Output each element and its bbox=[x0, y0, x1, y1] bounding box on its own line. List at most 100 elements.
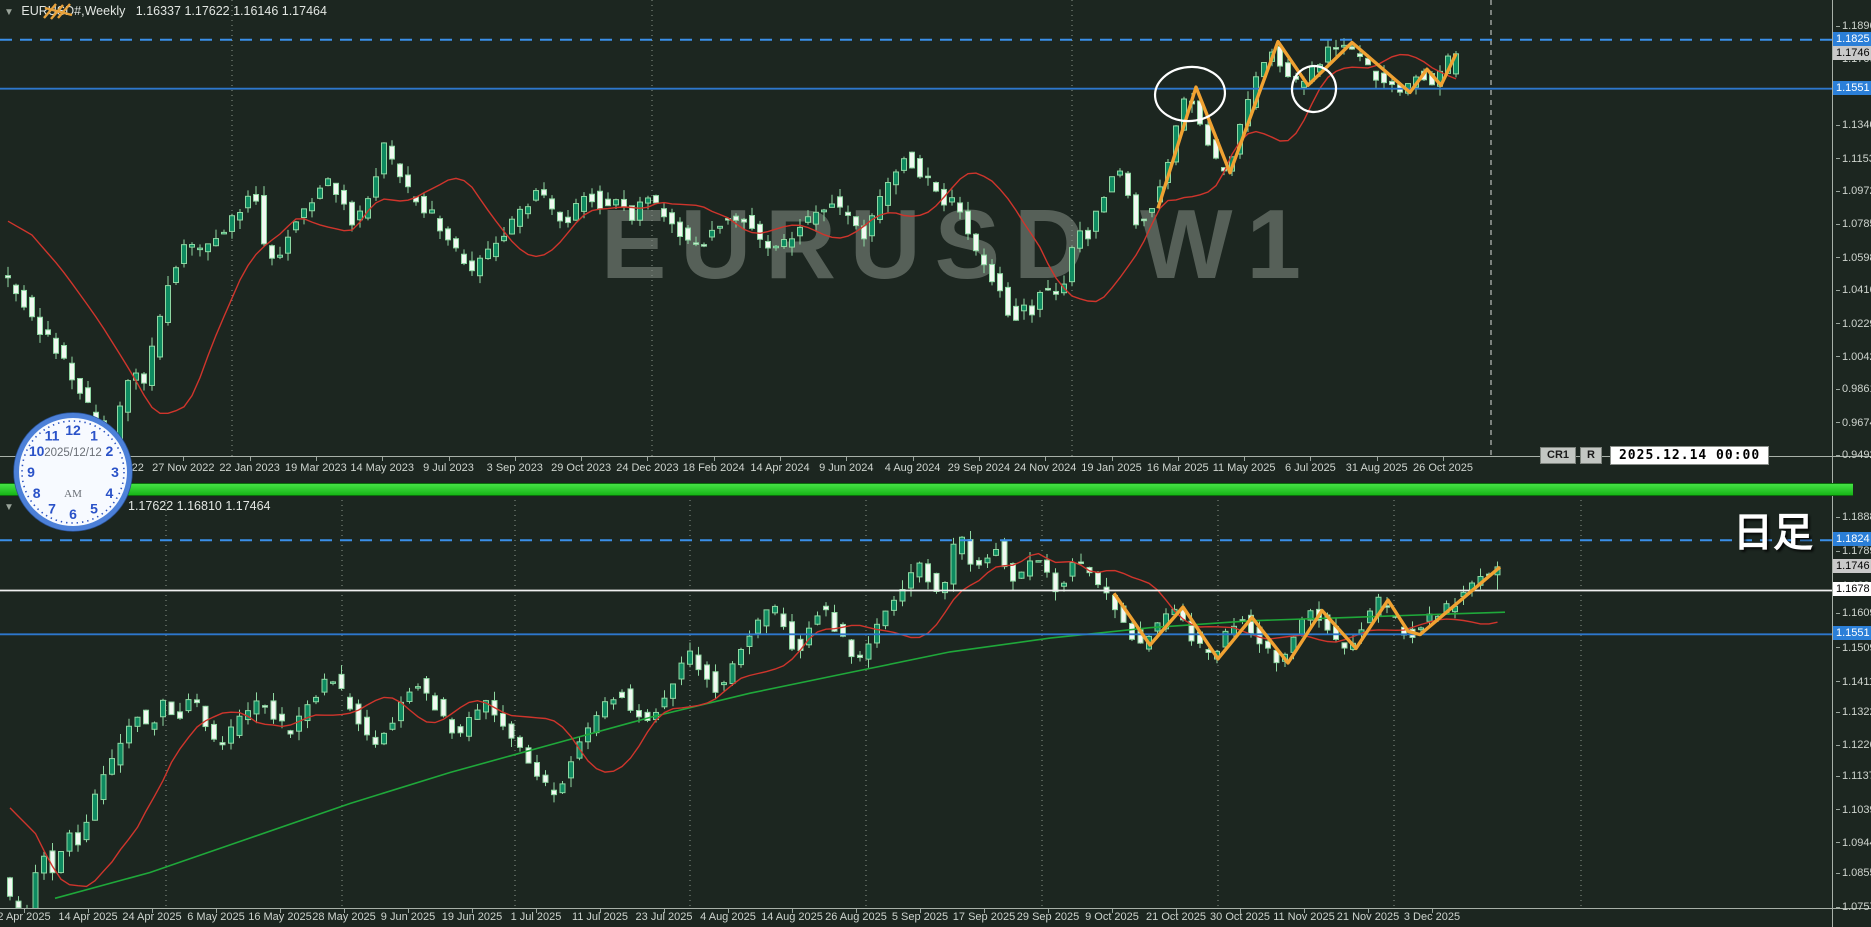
price-tick-label: 1.1888 bbox=[1836, 511, 1871, 523]
daily-kanji-label: 日足 bbox=[1733, 511, 1813, 555]
price-tick-label: 1.0416 bbox=[1836, 284, 1871, 296]
price-tick-label: 1.0757 bbox=[1836, 901, 1871, 913]
date-tick-mark bbox=[664, 909, 665, 913]
chart-dropdown-caret[interactable]: ▼ bbox=[4, 502, 14, 513]
clock-numeral: 1 bbox=[90, 428, 98, 444]
date-tick-label: 16 May 2025 bbox=[248, 911, 312, 923]
clock-numeral: 4 bbox=[105, 485, 113, 501]
date-tick-mark bbox=[514, 457, 516, 461]
date-tick-mark bbox=[984, 909, 985, 913]
date-tick-label: 26 Aug 2025 bbox=[825, 911, 887, 923]
price-tick-label: 1.0972 bbox=[1836, 185, 1871, 197]
date-tick-label: 14 Apr 2024 bbox=[750, 462, 810, 474]
date-tick-mark bbox=[920, 909, 921, 913]
date-tick-mark bbox=[408, 909, 409, 913]
price-tick-label: 1.0855 bbox=[1836, 867, 1871, 879]
date-tick-mark bbox=[846, 457, 848, 461]
date-tick-mark bbox=[1048, 909, 1049, 913]
date-tick-label: 18 Feb 2024 bbox=[682, 462, 745, 474]
date-tick-label: 11 Jul 2025 bbox=[571, 911, 629, 923]
clock-numeral: 2 bbox=[105, 443, 113, 459]
price-level-chip-blue: 1.1825 bbox=[1833, 31, 1871, 46]
date-tick-label: 14 Apr 2025 bbox=[58, 911, 118, 923]
date-tick-mark bbox=[1111, 457, 1113, 461]
crosshair-readout: CR1 R 2025.12.14 00:00 bbox=[1540, 446, 1770, 465]
date-tick-mark bbox=[24, 909, 25, 913]
daily-chart-title: ▼ bbox=[4, 499, 18, 513]
date-tick-mark bbox=[978, 457, 980, 461]
date-tick-label: 17 Sep 2025 bbox=[952, 911, 1016, 923]
price-tick-label: 1.1509 bbox=[1836, 642, 1871, 654]
date-tick-mark bbox=[1244, 457, 1246, 461]
weekly-ohlc-values: 1.16337 1.17622 1.16146 1.17464 bbox=[135, 4, 327, 18]
date-tick-label: 31 Aug 2025 bbox=[1345, 462, 1408, 474]
date-tick-mark bbox=[1432, 909, 1433, 913]
date-tick-mark bbox=[88, 909, 89, 913]
date-tick-mark bbox=[1368, 909, 1369, 913]
price-level-chip-gray: 1.1746 bbox=[1833, 45, 1871, 60]
date-tick-mark bbox=[1112, 909, 1113, 913]
date-tick-mark bbox=[713, 457, 715, 461]
symbol-hatch-icon bbox=[43, 3, 73, 20]
clock-numeral: 12 bbox=[65, 422, 81, 438]
date-tick-mark bbox=[472, 909, 473, 913]
date-tick-mark bbox=[216, 909, 217, 913]
date-tick-label: 22 Jan 2023 bbox=[219, 462, 280, 474]
date-tick-label: 26 Oct 2025 bbox=[1413, 462, 1473, 474]
red-ma-line bbox=[9, 552, 1498, 888]
price-level-chip-blue: 1.1824 bbox=[1833, 532, 1871, 547]
price-level-chip-white: 1.1678 bbox=[1833, 582, 1871, 597]
zigzag-indicator-line bbox=[1112, 565, 1502, 665]
date-tick-label: 19 Mar 2023 bbox=[285, 462, 347, 474]
date-tick-mark bbox=[183, 457, 185, 461]
freehand-circle-annotation[interactable] bbox=[1290, 64, 1339, 114]
price-tick-label: 1.1039 bbox=[1836, 804, 1871, 816]
date-tick-label: 9 Jun 2024 bbox=[819, 462, 874, 474]
date-tick-mark bbox=[382, 457, 384, 461]
date-tick-label: 9 Jun 2025 bbox=[380, 911, 436, 923]
date-tick-label: 1 Jul 2025 bbox=[510, 911, 562, 923]
price-tick-label: 1.1789 bbox=[1836, 545, 1871, 557]
date-tick-mark bbox=[280, 909, 281, 913]
clock-numeral: 7 bbox=[48, 500, 56, 516]
chart-dropdown-caret[interactable]: ▼ bbox=[4, 7, 14, 18]
daily-chart-plot[interactable]: EURUSD D1 bbox=[0, 495, 1832, 908]
clock-numeral: 8 bbox=[33, 485, 41, 501]
price-tick-label: 1.0785 bbox=[1836, 218, 1871, 230]
price-tick-label: 1.1896 bbox=[1836, 20, 1871, 32]
weekly-chart-plot[interactable]: EURUSD W1 bbox=[0, 0, 1832, 456]
date-tick-mark bbox=[249, 457, 251, 461]
clock-numeral: 11 bbox=[45, 428, 60, 444]
date-tick-mark bbox=[1240, 909, 1241, 913]
date-tick-mark bbox=[1177, 457, 1179, 461]
date-tick-mark bbox=[856, 909, 857, 913]
cr1-button[interactable]: CR1 bbox=[1540, 447, 1577, 464]
date-tick-label: 14 May 2023 bbox=[350, 462, 414, 474]
freehand-circle-annotation[interactable] bbox=[1153, 64, 1227, 124]
date-tick-mark bbox=[792, 909, 793, 913]
date-tick-label: 11 Nov 2025 bbox=[1273, 911, 1335, 923]
daily-chart-bottom-border bbox=[0, 908, 1871, 909]
date-tick-label: 29 Sep 2025 bbox=[1016, 911, 1080, 923]
date-tick-label: 4 Aug 2024 bbox=[884, 462, 941, 474]
date-tick-label: 16 Mar 2025 bbox=[1146, 462, 1209, 474]
date-tick-label: 2 Apr 2025 bbox=[0, 911, 51, 923]
chart-separator-bar[interactable] bbox=[0, 483, 1853, 496]
price-tick-label: 0.9674 bbox=[1836, 417, 1871, 429]
date-tick-mark bbox=[448, 457, 450, 461]
price-tick-label: 1.1226 bbox=[1836, 739, 1871, 751]
clock-numeral: 3 bbox=[111, 464, 119, 480]
date-tick-label: 28 May 2025 bbox=[312, 911, 376, 923]
date-tick-label: 5 Sep 2025 bbox=[891, 911, 949, 923]
date-tick-mark bbox=[728, 909, 729, 913]
date-tick-label: 21 Oct 2025 bbox=[1146, 911, 1206, 923]
price-tick-label: 1.1340 bbox=[1836, 119, 1871, 131]
datetime-box: 2025.12.14 00:00 bbox=[1609, 446, 1770, 465]
date-tick-label: 9 Oct 2025 bbox=[1085, 911, 1139, 923]
date-tick-label: 24 Dec 2023 bbox=[616, 462, 679, 474]
price-tick-label: 1.1322 bbox=[1836, 706, 1871, 718]
r-button[interactable]: R bbox=[1580, 447, 1602, 464]
